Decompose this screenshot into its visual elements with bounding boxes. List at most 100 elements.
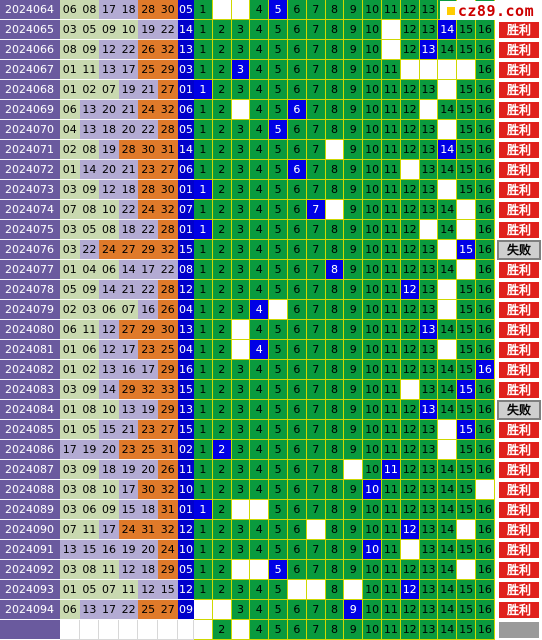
red-ball: 21 xyxy=(118,420,139,440)
grid-empty-cell xyxy=(438,120,458,140)
grid-number-cell: 2 xyxy=(212,260,232,280)
grid-number-cell: 15 xyxy=(457,280,476,300)
red-ball: 14 xyxy=(79,160,100,180)
grid-number-cell: 9 xyxy=(344,140,364,160)
period-label: 2024088 xyxy=(0,480,60,500)
grid-number-cell: 11 xyxy=(382,220,401,240)
red-ball: 08 xyxy=(79,140,100,160)
grid-number-cell: 9 xyxy=(344,400,364,420)
grid-empty-cell xyxy=(231,500,251,520)
red-ball: 05 xyxy=(60,280,80,300)
grid-number-cell: 10 xyxy=(363,60,382,80)
red-ball: 20 xyxy=(118,120,139,140)
red-ball: 29 xyxy=(158,360,178,380)
footer-red-blank xyxy=(158,620,178,640)
footer-number-cell[interactable]: 8 xyxy=(325,620,345,640)
period-label: 2024090 xyxy=(0,520,60,540)
grid-selected-cell: 15 xyxy=(457,240,476,260)
red-ball: 31 xyxy=(158,440,178,460)
grid-number-cell: 12 xyxy=(400,180,420,200)
footer-number-cell[interactable]: 14 xyxy=(438,620,458,640)
period-label: 2024065 xyxy=(0,20,60,40)
grid-selected-cell: 5 xyxy=(269,560,288,580)
red-ball: 18 xyxy=(138,560,158,580)
footer-number-cell[interactable]: 15 xyxy=(457,620,476,640)
blue-ball: 01 xyxy=(178,220,194,240)
grid-number-cell: 1 xyxy=(194,260,213,280)
red-ball: 32 xyxy=(158,240,178,260)
footer-number-cell[interactable]: 4 xyxy=(250,620,270,640)
grid-number-cell: 1 xyxy=(194,320,213,340)
grid-number-cell: 15 xyxy=(457,100,476,120)
grid-number-cell: 5 xyxy=(269,520,288,540)
red-ball: 30 xyxy=(158,320,178,340)
result-win-badge: 胜利 xyxy=(497,280,541,300)
footer-result-blank xyxy=(497,620,541,640)
red-ball: 17 xyxy=(138,260,158,280)
blue-ball: 12 xyxy=(178,580,194,600)
footer-number-cell[interactable]: 13 xyxy=(419,620,439,640)
red-ball: 02 xyxy=(79,80,100,100)
grid-number-cell: 6 xyxy=(288,260,307,280)
grid-number-cell: 7 xyxy=(306,260,326,280)
grid-number-cell: 3 xyxy=(231,440,251,460)
grid-number-cell: 12 xyxy=(400,480,420,500)
red-ball: 31 xyxy=(138,520,158,540)
grid-number-cell: 7 xyxy=(306,160,326,180)
grid-number-cell: 2 xyxy=(212,580,232,600)
site-logo[interactable]: cz89.com xyxy=(440,1,541,20)
grid-number-cell: 8 xyxy=(325,560,345,580)
grid-number-cell: 8 xyxy=(325,320,345,340)
red-ball: 27 xyxy=(158,420,178,440)
grid-number-cell: 7 xyxy=(306,400,326,420)
grid-number-cell: 9 xyxy=(344,260,364,280)
footer-number-cell[interactable]: 9 xyxy=(344,620,364,640)
grid-number-cell: 6 xyxy=(288,560,307,580)
period-label: 2024085 xyxy=(0,420,60,440)
footer-number-cell[interactable]: 6 xyxy=(288,620,307,640)
period-label: 2024071 xyxy=(0,140,60,160)
grid-number-cell: 6 xyxy=(288,520,307,540)
grid-number-cell: 1 xyxy=(194,460,213,480)
grid-empty-cell xyxy=(306,520,326,540)
grid-number-cell: 12 xyxy=(400,20,420,40)
red-ball: 14 xyxy=(118,260,139,280)
result-win-badge: 胜利 xyxy=(497,540,541,560)
period-label: 2024083 xyxy=(0,380,60,400)
red-ball: 19 xyxy=(79,440,100,460)
red-ball: 12 xyxy=(99,340,119,360)
red-ball: 06 xyxy=(60,100,80,120)
grid-number-cell: 2 xyxy=(212,200,232,220)
red-ball: 22 xyxy=(118,600,139,620)
red-ball: 29 xyxy=(138,240,158,260)
grid-number-cell: 9 xyxy=(344,340,364,360)
red-ball: 08 xyxy=(60,40,80,60)
footer-number-cell[interactable]: 5 xyxy=(269,620,288,640)
grid-number-cell: 6 xyxy=(288,300,307,320)
footer-number-cell[interactable]: 2 xyxy=(212,620,232,640)
grid-number-cell: 7 xyxy=(306,240,326,260)
grid-number-cell: 2 xyxy=(212,420,232,440)
grid-number-cell: 8 xyxy=(325,220,345,240)
grid-empty-cell xyxy=(419,60,439,80)
footer-number-cell[interactable]: 11 xyxy=(382,620,401,640)
result-win-badge: 胜利 xyxy=(497,360,541,380)
red-ball: 09 xyxy=(79,180,100,200)
red-ball: 03 xyxy=(60,180,80,200)
grid-number-cell: 7 xyxy=(306,420,326,440)
grid-number-cell: 1 xyxy=(194,380,213,400)
footer-number-cell[interactable]: 10 xyxy=(363,620,382,640)
red-ball: 18 xyxy=(118,180,139,200)
grid-number-cell: 7 xyxy=(306,320,326,340)
footer-number-cell[interactable]: 7 xyxy=(306,620,326,640)
red-ball: 21 xyxy=(118,160,139,180)
footer-number-cell[interactable]: 12 xyxy=(400,620,420,640)
grid-number-cell: 9 xyxy=(344,380,364,400)
grid-number-cell: 13 xyxy=(419,300,439,320)
red-ball: 18 xyxy=(138,500,158,520)
footer-number-cell[interactable]: 16 xyxy=(476,620,495,640)
grid-number-cell: 11 xyxy=(382,160,401,180)
grid-number-cell: 15 xyxy=(457,40,476,60)
grid-number-cell: 5 xyxy=(269,340,288,360)
grid-number-cell: 3 xyxy=(231,540,251,560)
